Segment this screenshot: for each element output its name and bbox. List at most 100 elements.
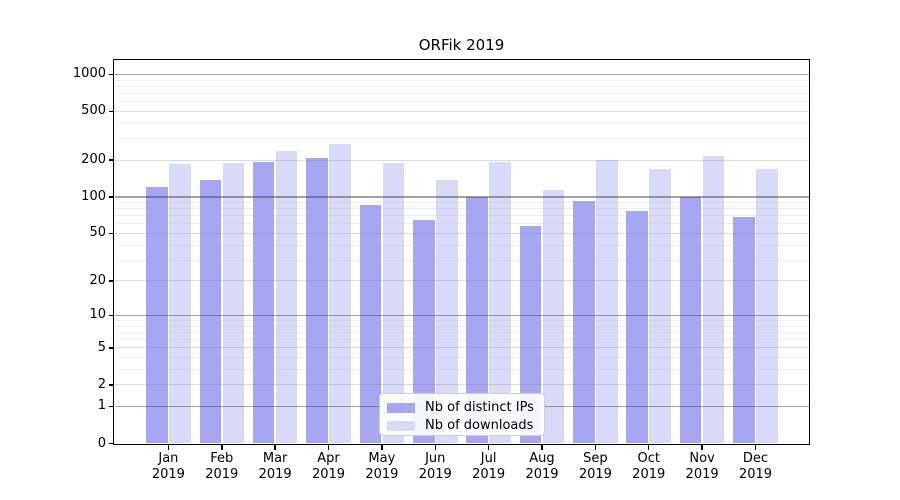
x-tick-label: Jul 2019 [461,451,517,483]
bar-distinct-ips [573,200,595,443]
x-tick-label: Sep 2019 [567,451,623,483]
y-tick-label: 10 [89,307,106,323]
y-tick-label: 1 [97,398,106,414]
minor-gridline [114,331,809,333]
minor-gridline [114,122,809,124]
bar-downloads [329,144,351,443]
y-tick-mark [108,384,114,386]
month-label: Jul [480,451,497,466]
bar-distinct-ips [733,217,755,443]
x-tick-label: Dec 2019 [727,451,783,483]
y-tick-label: 1000 [72,66,106,82]
bar-downloads [489,162,511,443]
minor-gridline [114,85,809,87]
minor-gridline [114,202,809,204]
year-label: 2019 [151,467,185,482]
minor-gridline [114,320,809,321]
legend: Nb of distinct IPs Nb of downloads [379,393,545,436]
bar-downloads [436,180,458,443]
year-label: 2019 [632,467,666,482]
bar-downloads [542,190,565,443]
year-label: 2019 [472,467,506,482]
bar-downloads [649,168,671,443]
x-tick-label: May 2019 [354,451,410,483]
minor-gridline [114,215,809,217]
y-tick-label: 20 [89,272,106,288]
month-label: Jan [158,451,179,466]
bar-distinct-ips [626,211,648,443]
minor-gridline [114,208,809,210]
y-tick-label: 500 [81,103,106,119]
x-tick-label: Feb 2019 [194,451,250,483]
year-label: 2019 [738,467,773,482]
minor-gridline [114,325,809,327]
minor-gridline [114,138,809,140]
bar-distinct-ips [519,225,542,443]
month-label: Jun [425,451,446,466]
year-label: 2019 [525,467,559,482]
x-tick-mark [647,445,650,450]
bar-downloads [169,164,191,443]
x-tick-mark [274,445,276,450]
legend-label-downloads: Nb of downloads [425,418,534,433]
bar-downloads [596,159,618,443]
y-tick-mark [108,159,114,161]
year-label: 2019 [205,467,239,482]
legend-label-distinct-ips: Nb of distinct IPs [425,400,534,415]
plot-area [113,59,810,445]
month-label: Nov [689,451,715,466]
minor-gridline [114,79,809,81]
bar-distinct-ips [199,179,222,443]
month-label: Apr [317,451,340,466]
chart-title: ORFik 2019 [418,36,505,54]
major-gridline [114,73,809,76]
x-tick-label: Aug 2019 [514,451,570,483]
minor-gridline [114,357,809,359]
bar-downloads [702,155,725,443]
gridline [114,159,809,161]
y-tick-label: 0 [97,435,106,451]
year-label: 2019 [418,467,452,482]
bar-distinct-ips [466,196,488,443]
month-label: Mar [262,451,288,466]
month-label: Oct [637,451,660,466]
legend-swatch-downloads [387,420,415,431]
minor-gridline [114,244,809,246]
x-tick-mark [327,445,330,450]
y-tick-mark [108,110,114,113]
gridline [114,280,809,282]
minor-gridline [114,223,809,225]
gridline [114,232,809,234]
gridline [114,110,809,112]
y-tick-mark [108,232,114,235]
y-tick-mark [108,196,114,198]
gridline [114,347,809,349]
x-tick-mark [167,445,170,450]
y-tick-mark [108,280,114,282]
x-tick-mark [487,445,490,450]
x-tick-mark [434,445,436,450]
x-tick-label: Oct 2019 [621,451,677,483]
x-tick-mark [594,445,597,450]
legend-item-downloads: Nb of downloads [387,417,544,434]
y-tick-label: 200 [81,152,106,168]
x-tick-label: Mar 2019 [247,451,303,483]
bar-distinct-ips [359,204,382,443]
y-tick-label: 50 [89,225,106,241]
x-tick-label: Jan 2019 [140,451,196,483]
bar-distinct-ips [306,157,328,443]
major-gridline [114,196,809,198]
bar-downloads [382,162,405,443]
y-tick-label: 5 [97,339,106,355]
year-label: 2019 [311,467,346,482]
bar-distinct-ips [679,196,702,443]
x-tick-mark [541,445,543,450]
y-tick-mark [108,405,114,408]
minor-gridline [114,92,809,94]
year-label: 2019 [365,467,399,482]
month-label: Feb [210,451,234,466]
minor-gridline [114,259,809,261]
x-tick-label: Apr 2019 [301,451,357,483]
bar-downloads [756,169,778,443]
